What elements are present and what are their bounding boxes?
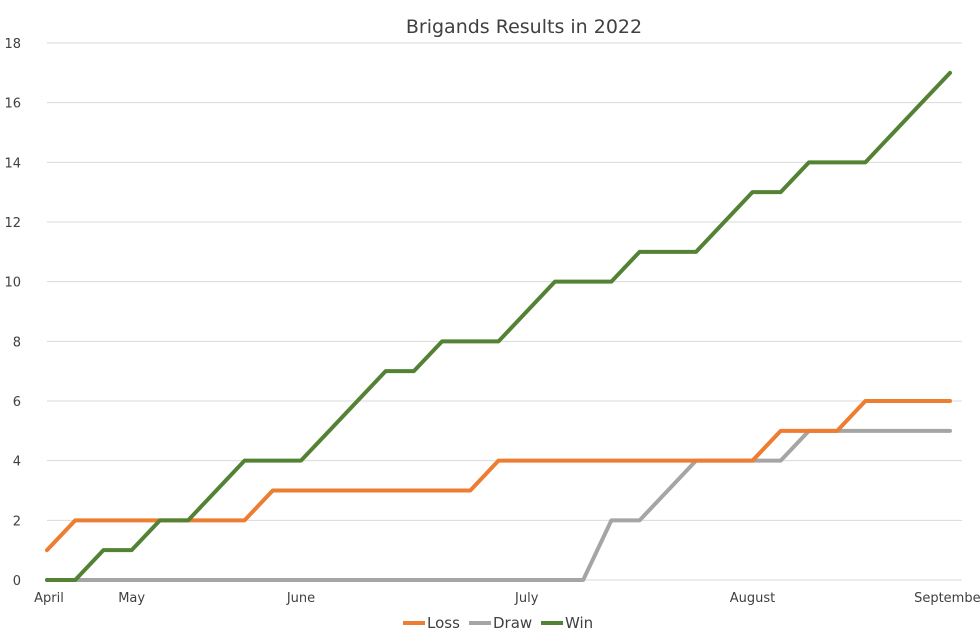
x-tick-label-june: June <box>286 591 315 606</box>
y-tick-label-4: 4 <box>13 455 21 470</box>
grid-lines <box>47 42 962 521</box>
y-tick-label-18: 18 <box>4 37 21 52</box>
y-tick-label-2: 2 <box>13 514 21 529</box>
y-tick-label-8: 8 <box>13 335 21 350</box>
x-tick-label-september: September <box>914 591 980 606</box>
x-tick-label-may: May <box>118 591 145 606</box>
x-tick-label-august: August <box>730 591 776 606</box>
tick-labels: 0 2 4 6 8 10 12 14 16 18 April May June July August Sep… <box>4 37 980 606</box>
y-tick-label-10: 10 <box>4 276 21 291</box>
x-tick-label-april: April <box>34 591 64 606</box>
y-tick-label-14: 14 <box>4 156 21 171</box>
y-tick-label-0: 0 <box>13 574 21 589</box>
legend-win-label: Win <box>565 614 593 632</box>
series-line-draw <box>45 428 952 582</box>
chart-title: Brigands Results in 2022 <box>406 16 642 38</box>
legend-draw-label: Draw <box>493 614 532 632</box>
y-tick-label-16: 16 <box>4 97 21 112</box>
x-tick-label-july: July <box>514 591 539 606</box>
series-lines <box>45 70 952 582</box>
series-line-loss <box>45 399 952 553</box>
y-tick-label-6: 6 <box>13 395 21 410</box>
legend-loss-label: Loss <box>427 614 460 632</box>
y-tick-label-12: 12 <box>4 216 21 231</box>
series-line-win <box>45 70 952 582</box>
legend: Loss Draw Win <box>403 614 593 632</box>
